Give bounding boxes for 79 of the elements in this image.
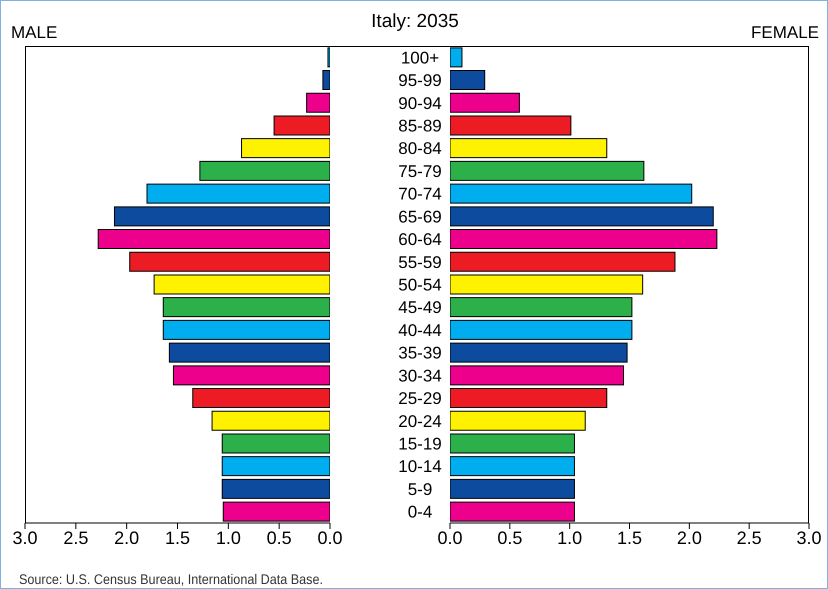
bar <box>222 456 330 476</box>
y-tick-label: 5-9 <box>408 480 432 499</box>
x-tick-label: 1.5 <box>164 528 190 548</box>
y-tick-label: 65-69 <box>398 207 442 226</box>
bar <box>274 115 330 136</box>
bar <box>450 320 632 340</box>
source-note: Source: U.S. Census Bureau, International Data Base. <box>19 571 323 587</box>
bar <box>199 160 330 181</box>
x-tick-label: 1.5 <box>616 528 642 548</box>
bar <box>129 252 330 272</box>
bar <box>241 138 330 158</box>
bar <box>450 206 714 226</box>
x-tick-label: 2.5 <box>736 528 762 548</box>
y-tick-label: 80-84 <box>398 139 442 158</box>
bar <box>450 365 624 386</box>
x-tick-label: 2.0 <box>676 528 702 548</box>
x-tick-label: 2.5 <box>63 528 88 548</box>
bar <box>98 229 330 250</box>
bar <box>450 410 586 431</box>
y-tick-label: 70-74 <box>398 184 442 204</box>
x-tick-label: 0.0 <box>317 528 343 548</box>
bar <box>162 320 330 340</box>
bar <box>322 70 330 90</box>
bar <box>450 252 676 272</box>
x-tick-label: 0.5 <box>497 528 522 548</box>
y-tick-label: 50-54 <box>398 276 442 294</box>
x-tick-label: 1.0 <box>557 528 582 548</box>
x-tick-label: 2.0 <box>114 528 140 548</box>
bar <box>450 92 520 113</box>
y-tick-label: 35-39 <box>398 344 442 363</box>
y-tick-label: 95-99 <box>398 71 442 90</box>
bar <box>154 274 330 294</box>
text: Italy: 2035 <box>371 11 459 32</box>
bar <box>168 342 330 363</box>
y-tick-label: 30-34 <box>398 366 442 386</box>
bar <box>450 115 572 136</box>
bar <box>450 433 575 454</box>
y-tick-label: 100+ <box>400 48 440 68</box>
bar <box>114 206 330 226</box>
bar <box>192 388 330 408</box>
y-tick-label: 25-29 <box>398 389 442 408</box>
y-tick-label: 15-19 <box>398 434 442 454</box>
bar <box>222 433 330 454</box>
bar <box>450 160 644 181</box>
bar <box>146 184 330 204</box>
bar <box>450 388 608 408</box>
chart-subtitle: MALE <box>11 23 58 43</box>
bar <box>450 478 575 499</box>
x-tick-label: 0.0 <box>437 528 463 548</box>
y-tick-label: 45-49 <box>398 298 442 318</box>
x-tick-label: 3.0 <box>796 528 822 548</box>
bar <box>327 47 330 68</box>
bar <box>450 342 628 363</box>
y-tick-label: 10-14 <box>398 457 442 476</box>
y-tick-label: 90-94 <box>398 94 442 113</box>
y-tick-label: 85-89 <box>398 116 442 136</box>
y-tick-label: 0-4 <box>408 502 432 522</box>
x-tick-label: 1.0 <box>216 528 241 548</box>
bar <box>450 138 608 158</box>
y-tick-label: 55-59 <box>398 252 442 272</box>
bar <box>222 478 330 499</box>
bar <box>306 92 330 113</box>
bar <box>450 229 718 250</box>
bar <box>172 365 330 386</box>
bar <box>212 410 330 431</box>
bar <box>450 47 462 68</box>
bar <box>450 456 575 476</box>
y-tick-label: 75-79 <box>398 162 442 181</box>
bar <box>450 70 486 90</box>
x-tick-label: 3.0 <box>12 528 38 548</box>
chart-subtitle: FEMALE <box>750 23 819 43</box>
bar <box>450 297 632 318</box>
bar <box>450 274 644 294</box>
y-tick-label: 60-64 <box>398 230 442 250</box>
y-tick-label: 40-44 <box>398 320 442 340</box>
y-tick-label: 20-24 <box>398 412 442 431</box>
x-tick-label: 0.5 <box>266 528 292 548</box>
bar <box>162 297 330 318</box>
bar <box>450 184 692 204</box>
